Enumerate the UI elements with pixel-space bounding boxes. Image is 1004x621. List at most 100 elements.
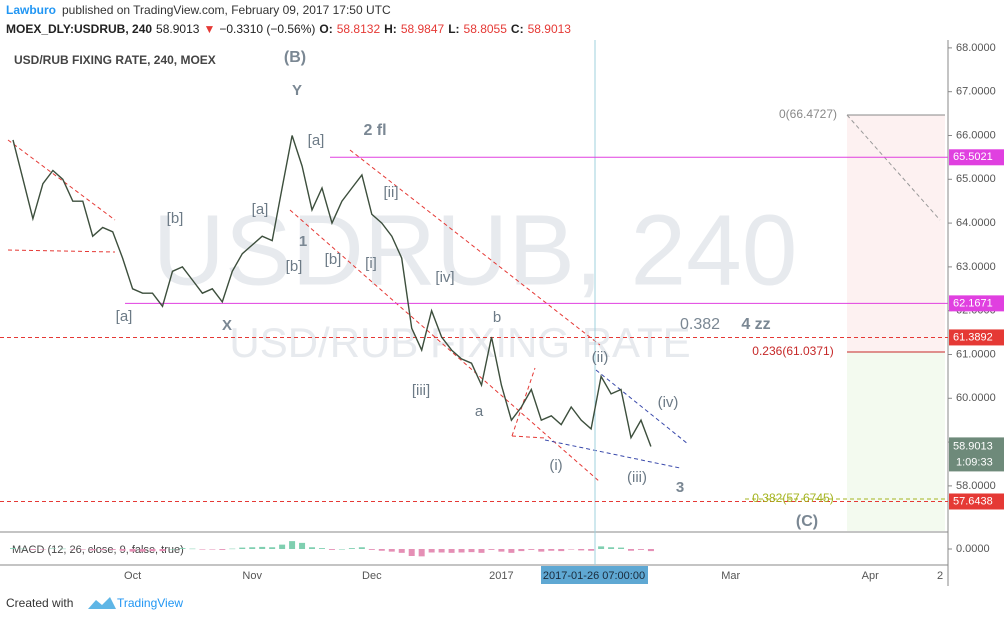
quote-part: 58.8055 — [464, 22, 508, 36]
macd-bar — [348, 548, 355, 549]
macd-bar — [598, 546, 605, 549]
wave-label: 3 — [676, 479, 684, 496]
macd-bar — [199, 549, 206, 550]
x-tick-label: Apr — [862, 570, 879, 582]
macd-bar — [239, 547, 246, 549]
wave-label: [iii] — [412, 382, 430, 399]
y-tick-label: 60.0000 — [956, 392, 996, 404]
footer-brand[interactable]: TradingView — [117, 596, 183, 610]
quote-part: L: — [448, 22, 459, 36]
macd-bar — [229, 548, 236, 550]
published: published on TradingView.com, February 0… — [62, 3, 391, 17]
macd-bar — [89, 549, 96, 551]
macd-bar — [438, 549, 445, 553]
wave-label: (iii) — [627, 469, 647, 486]
macd-bar — [468, 549, 475, 553]
macd-bar — [558, 549, 565, 552]
macd-bar — [69, 549, 76, 550]
quote-part: −0.3310 (−0.56%) — [219, 22, 315, 36]
wave-label: [a] — [308, 132, 325, 149]
macd-bar — [59, 548, 66, 550]
price-level-label-box — [949, 329, 1004, 346]
macd-bar — [378, 549, 385, 551]
macd-bar — [119, 549, 126, 551]
macd-bar — [618, 547, 625, 549]
macd-bar — [219, 549, 226, 550]
price-level-label-box — [949, 493, 1004, 510]
macd-bar — [388, 549, 395, 552]
macd-bar — [79, 549, 86, 550]
watermark: USDRUB, 240 — [153, 194, 798, 306]
macd-bar — [478, 549, 485, 553]
wave-label: b — [493, 309, 501, 326]
macd-bar — [368, 549, 375, 550]
macd-bar — [518, 549, 525, 552]
y-tick-label: 67.0000 — [956, 86, 996, 98]
y-tick-label: 58.0000 — [956, 480, 996, 492]
trend-line — [289, 209, 601, 483]
x-tick-label: Mar — [721, 570, 740, 582]
macd-bar — [428, 549, 435, 553]
macd-bar — [448, 549, 455, 553]
wave-label: (i) — [549, 457, 562, 474]
macd-bar — [109, 549, 116, 550]
wedge-line — [595, 369, 689, 445]
crosshair-label-box — [541, 566, 648, 584]
wave-label: Y — [292, 82, 302, 99]
macd-bar — [149, 549, 156, 552]
macd-bar — [309, 547, 316, 549]
trend-line — [511, 435, 546, 439]
fib-zone-lower — [847, 352, 945, 531]
macd-bar — [289, 541, 296, 549]
macd-bar — [508, 549, 515, 553]
y-tick-label: 66.0000 — [956, 129, 996, 141]
wave-label: [a] — [116, 308, 133, 325]
wave-label: 0(66.4727) — [779, 107, 837, 121]
quote-part: O: — [319, 22, 332, 36]
last-price-box — [949, 437, 1004, 472]
wave-label: (ii) — [592, 349, 609, 366]
wave-label: (C) — [796, 513, 818, 530]
macd-bar — [637, 549, 644, 550]
wave-label: [i] — [365, 255, 377, 272]
macd-bar — [408, 549, 415, 556]
price-level-label-box — [949, 149, 1004, 166]
price-level-label: 61.3892 — [953, 331, 993, 343]
macd-bar — [279, 544, 286, 549]
author[interactable]: Lawburo — [6, 3, 56, 17]
macd-bar — [29, 549, 36, 550]
countdown: 1:09:33 — [956, 456, 993, 468]
price-level-label: 65.5021 — [953, 151, 993, 163]
macd-bar — [169, 549, 176, 550]
macd-bar — [99, 549, 106, 551]
macd-bar — [299, 542, 306, 549]
quote-part: 58.9847 — [401, 22, 445, 36]
macd-bar — [318, 548, 325, 549]
wave-label: 0.236(61.0371) — [752, 344, 833, 358]
wave-label: [b] — [325, 251, 342, 268]
price-level-label: 57.6438 — [953, 495, 993, 507]
trend-line — [349, 149, 601, 346]
macd-bar — [578, 549, 585, 551]
footer-created: Created with — [6, 596, 73, 610]
x-tick-label: Oct — [124, 570, 141, 582]
chart-title: USD/RUB FIXING RATE, 240, MOEX — [14, 53, 216, 67]
quote-part: ▼ — [203, 22, 215, 36]
y-tick-label: 63.0000 — [956, 261, 996, 273]
crosshair-label: 2017-01-26 07:00:00 — [543, 570, 645, 582]
x-tick-label: 2017 — [489, 570, 513, 582]
y-tick-label: 64.0000 — [956, 217, 996, 229]
wave-label: (B) — [284, 49, 306, 66]
macd-bar — [488, 549, 495, 550]
wave-label: 2 fl — [363, 122, 386, 139]
macd-bar — [647, 549, 654, 552]
last-price-label: 58.9013 — [953, 440, 993, 452]
macd-bar — [19, 548, 26, 550]
quote-part: 58.9013 — [528, 22, 572, 36]
wedge-lines — [544, 369, 689, 469]
quote-part: 58.9013 — [156, 22, 200, 36]
x-tick-label: Dec — [362, 570, 382, 582]
macd-bar — [588, 549, 595, 551]
